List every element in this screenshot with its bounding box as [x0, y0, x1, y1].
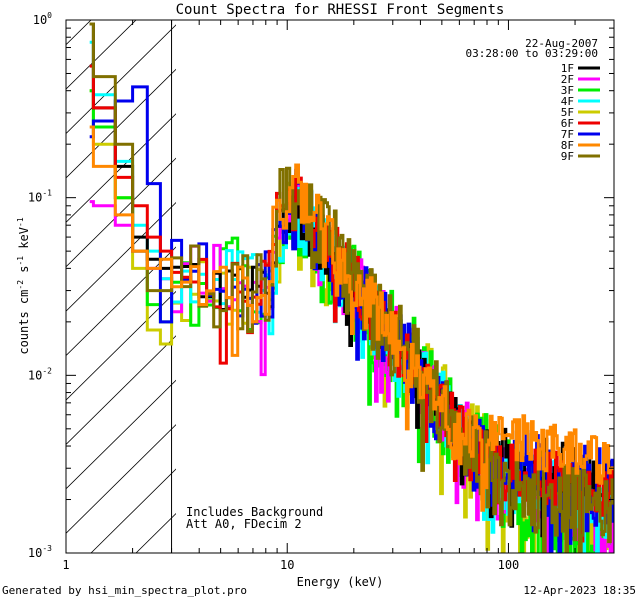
y-tick-exp: -2	[42, 366, 52, 375]
y-axis-label-exp3: -1	[16, 217, 25, 227]
y-axis-label-mid: s	[17, 266, 31, 280]
y-axis-label-exp2: -1	[16, 256, 25, 266]
y-axis-label-exp1: -2	[16, 280, 25, 290]
hatch-line	[66, 246, 176, 357]
y-tick-base: 10	[28, 546, 42, 560]
annotation-attenuator: Att A0, FDecim 2	[186, 517, 302, 531]
series-line-8f	[89, 125, 614, 512]
x-tick-label: 10	[280, 558, 294, 572]
hatched-region	[66, 20, 176, 553]
hatch-line	[66, 379, 176, 490]
legend-label-9f: 9F	[561, 150, 574, 163]
series-layer	[89, 22, 614, 553]
hatch-line	[66, 202, 176, 312]
x-axis-label: Energy (keV)	[297, 575, 384, 589]
y-tick-label: 100	[33, 11, 52, 27]
x-tick-label: 100	[498, 558, 520, 572]
y-tick-exp: -1	[42, 189, 52, 198]
y-axis-label: counts cm-2 s-1 keV-1	[16, 217, 31, 354]
hatch-line	[66, 24, 176, 135]
legend-label-1f: 1F	[561, 62, 574, 75]
y-axis-label-base: counts cm	[17, 290, 31, 355]
legend-label-4f: 4F	[561, 95, 574, 108]
hatch-line	[66, 68, 176, 179]
annotation-background: Includes Background	[186, 505, 323, 519]
y-tick-label: 10-1	[28, 189, 52, 205]
date-label: 22-Aug-2007	[525, 37, 598, 50]
time-range-label: 03:28:00 to 03:29:00	[466, 47, 598, 60]
legend-label-2f: 2F	[561, 73, 574, 86]
legend-label-7f: 7F	[561, 128, 574, 141]
legend-label-5f: 5F	[561, 106, 574, 119]
y-tick-base: 10	[28, 368, 42, 382]
legend-label-6f: 6F	[561, 117, 574, 130]
legend-label-3f: 3F	[561, 84, 574, 97]
y-tick-label: 10-3	[28, 544, 52, 560]
y-tick-base: 10	[28, 191, 42, 205]
generated-by-footer: Generated by hsi_min_spectra_plot.pro	[2, 584, 247, 597]
plot-frame	[65, 19, 615, 554]
y-tick-label: 10-2	[28, 366, 52, 382]
timestamp-footer: 12-Apr-2023 18:35	[523, 584, 636, 597]
x-axis-ticks: 1 10 100	[62, 20, 615, 572]
hatch-line	[66, 424, 176, 534]
y-tick-exp: 0	[47, 11, 52, 20]
legend-label-8f: 8F	[561, 139, 574, 152]
y-axis-label-mid2: keV	[17, 227, 31, 256]
x-tick-label: 1	[62, 558, 69, 572]
hatch-line	[66, 20, 92, 46]
y-tick-base: 10	[33, 13, 47, 27]
chart-title: Count Spectra for RHESSI Front Segments	[176, 2, 505, 18]
y-tick-exp: -3	[42, 544, 52, 553]
